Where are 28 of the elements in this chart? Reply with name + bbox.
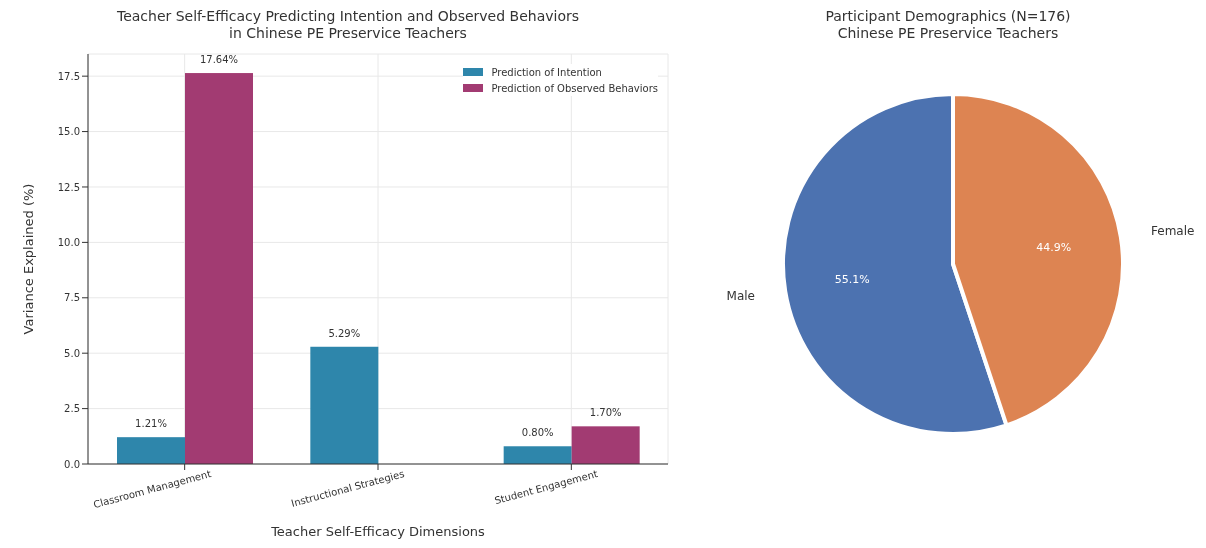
- data-label: 0.80%: [521, 427, 554, 439]
- y-tick-label: 0.0: [64, 458, 80, 470]
- legend-label: Prediction of Intention: [491, 66, 602, 78]
- data-label: 5.29%: [328, 327, 361, 339]
- y-tick-label: 5.0: [64, 347, 80, 359]
- y-tick-label: 17.5: [57, 70, 80, 82]
- data-label: 44.9%: [1036, 240, 1072, 254]
- data-label: 17.64%: [199, 54, 239, 66]
- bar: [571, 426, 640, 464]
- y-axis-title: Variance Explained (%): [20, 183, 36, 335]
- slice-label: Male: [726, 288, 755, 303]
- bar: [310, 346, 379, 464]
- bar: [503, 446, 572, 464]
- data-label: 1.21%: [135, 418, 167, 430]
- slice-label: Female: [1151, 224, 1195, 239]
- y-tick-label: 2.5: [64, 403, 80, 415]
- data-label: 55.1%: [834, 273, 870, 287]
- chart-title: Teacher Self-Efficacy Predicting Intention and Observed Behaviors in Chinese PE Preservice Teachers: [115, 8, 581, 43]
- bar: [117, 437, 185, 464]
- data-label: 1.70%: [589, 407, 622, 419]
- y-tick-label: 10.0: [57, 236, 80, 248]
- chart-title: Participant Demographics (N=176) Chinese PE Preservice Teachers: [824, 8, 1072, 43]
- legend-label: Prediction of Observed Behaviors: [491, 82, 658, 94]
- bar: [185, 73, 253, 464]
- x-axis-title: Teacher Self-Efficacy Dimensions: [270, 524, 486, 539]
- y-tick-label: 7.5: [64, 292, 80, 304]
- y-tick-label: 15.0: [57, 126, 80, 138]
- y-tick-label: 12.5: [57, 181, 80, 193]
